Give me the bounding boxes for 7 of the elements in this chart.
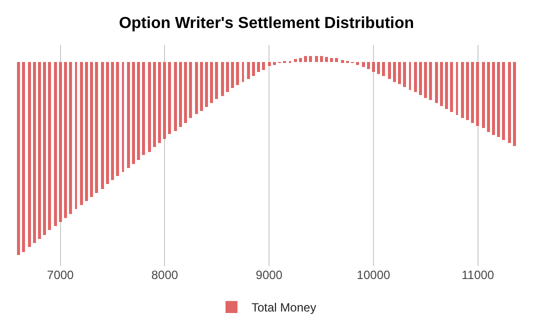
x-tick-label: 8000: [151, 268, 178, 282]
legend-label: Total Money: [252, 300, 316, 315]
chart-title: Option Writer's Settlement Distribution: [118, 14, 414, 32]
x-tick-label: 10000: [356, 268, 390, 282]
x-tick-label: 7000: [47, 268, 74, 282]
x-tick-label: 9000: [256, 268, 283, 282]
x-tick-label: 11000: [462, 268, 494, 282]
